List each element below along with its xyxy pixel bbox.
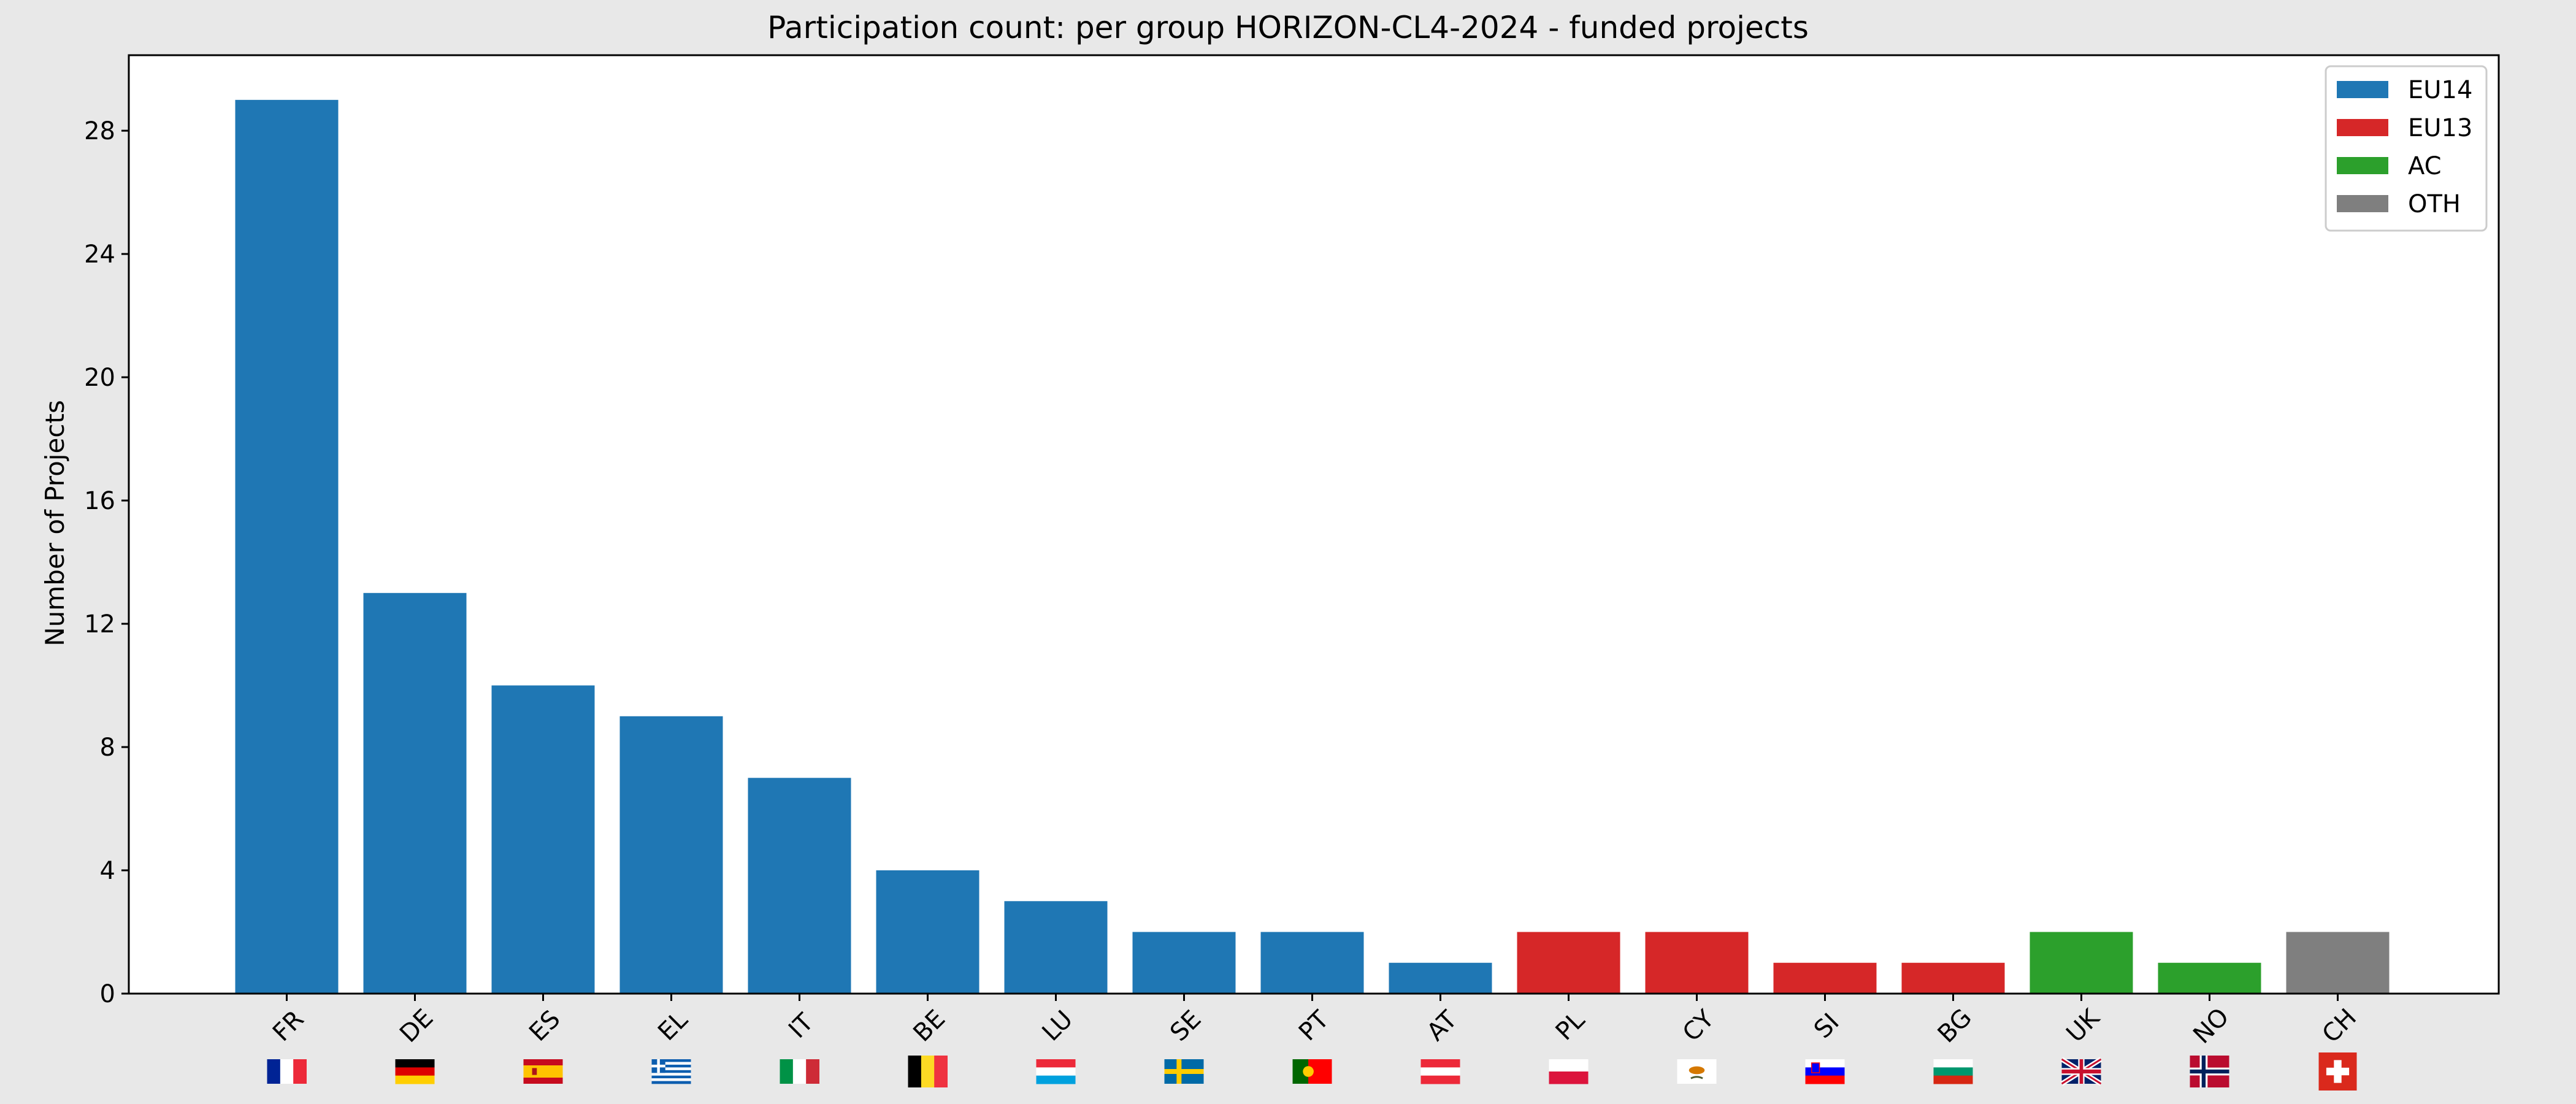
legend-swatch	[2337, 81, 2388, 98]
legend-label: OTH	[2408, 190, 2461, 218]
x-tick-label-si: SI	[1809, 1008, 1845, 1044]
x-tick-label-cy: CY	[1677, 1005, 1720, 1047]
bar-cy	[1645, 932, 1749, 994]
flag-pt-icon	[1292, 1059, 1332, 1084]
x-tick-label-pl: PL	[1551, 1006, 1591, 1046]
x-tick-label-bg: BG	[1933, 1003, 1977, 1048]
bar-fr	[235, 99, 339, 994]
x-tick-label-ch: CH	[2317, 1003, 2363, 1049]
x-tick-label-es: ES	[524, 1005, 565, 1047]
y-tick-label: 4	[100, 857, 115, 885]
y-tick-label: 12	[84, 610, 115, 638]
flag-si-icon	[1805, 1059, 1845, 1084]
x-tick-label-el: EL	[653, 1005, 694, 1046]
bar-be	[876, 870, 979, 994]
flag-se-icon	[1164, 1059, 1204, 1084]
legend: EU14 EU13 AC OTH	[2325, 65, 2488, 232]
y-axis-label: Number of Projects	[40, 400, 70, 646]
x-tick-label-no: NO	[2188, 1003, 2234, 1049]
y-tick-label: 0	[100, 980, 115, 1008]
bar-bg	[1901, 962, 2005, 994]
y-axis-ticks: 0 4 8 12 16 20 24 28	[84, 117, 129, 1008]
legend-label: AC	[2408, 152, 2442, 180]
flag-es-icon	[523, 1059, 563, 1084]
x-tick-label-de: DE	[394, 1004, 439, 1048]
legend-label: EU14	[2408, 76, 2472, 104]
bar-de	[363, 592, 467, 994]
flag-pl-icon	[1549, 1059, 1589, 1084]
x-tick-label-lu: LU	[1037, 1005, 1079, 1047]
x-tick-label-fr: FR	[267, 1005, 309, 1047]
flag-el-icon	[651, 1059, 691, 1084]
flag-cy-icon	[1677, 1059, 1717, 1084]
flag-at-icon	[1420, 1059, 1460, 1084]
x-tick-label-be: BE	[908, 1005, 951, 1048]
x-tick-label-se: SE	[1165, 1005, 1206, 1047]
bars-layer	[235, 99, 2390, 994]
y-tick-label: 20	[84, 364, 115, 392]
flag-bg-icon	[1933, 1059, 1973, 1084]
legend-swatch	[2337, 119, 2388, 136]
x-axis-ticks: FR DE ES EL IT BE LU SE PT AT PL CY SI BG UK NO CH	[267, 994, 2362, 1049]
bar-no	[2158, 962, 2261, 994]
x-tick-label-at: AT	[1422, 1005, 1463, 1046]
x-tick-label-it: IT	[783, 1008, 819, 1044]
y-tick-label: 16	[84, 487, 115, 515]
bar-uk	[2030, 932, 2133, 994]
legend-entry-ac: AC	[2337, 152, 2442, 180]
plot-frame	[128, 54, 2500, 995]
flag-it-icon	[780, 1059, 819, 1084]
legend-entry-eu13: EU13	[2337, 114, 2472, 142]
x-tick-label-uk: UK	[2061, 1003, 2106, 1048]
flag-be-icon	[908, 1056, 948, 1087]
flag-uk-icon	[2060, 1057, 2103, 1086]
legend-entry-oth: OTH	[2337, 190, 2461, 218]
plot-area	[129, 55, 2499, 994]
y-tick-label: 28	[84, 117, 115, 145]
legend-frame	[2325, 65, 2488, 232]
bar-si	[1773, 962, 1877, 994]
flag-fr-icon	[267, 1059, 307, 1084]
flags-row	[267, 1052, 2357, 1091]
bar-ch	[2286, 932, 2390, 994]
bar-se	[1132, 932, 1236, 994]
x-tick-label-pt: PT	[1294, 1005, 1335, 1046]
legend-swatch	[2337, 195, 2388, 212]
bar-lu	[1004, 901, 1108, 994]
bar-it	[748, 778, 851, 994]
bar-es	[491, 685, 595, 994]
flag-no-icon	[2190, 1056, 2229, 1087]
y-tick-label: 24	[84, 240, 115, 269]
bar-el	[619, 716, 723, 994]
bar-at	[1389, 962, 1492, 994]
flag-de-icon	[395, 1059, 435, 1084]
bar-pt	[1260, 932, 1364, 994]
flag-lu-icon	[1036, 1059, 1076, 1084]
legend-swatch	[2337, 157, 2388, 174]
flag-ch-icon	[2318, 1052, 2357, 1091]
legend-label: EU13	[2408, 114, 2472, 142]
y-tick-label: 8	[100, 734, 115, 762]
bar-pl	[1517, 932, 1620, 994]
legend-entry-eu14: EU14	[2337, 76, 2472, 104]
chart-title: Participation count: per group HORIZON-C…	[767, 10, 1809, 45]
